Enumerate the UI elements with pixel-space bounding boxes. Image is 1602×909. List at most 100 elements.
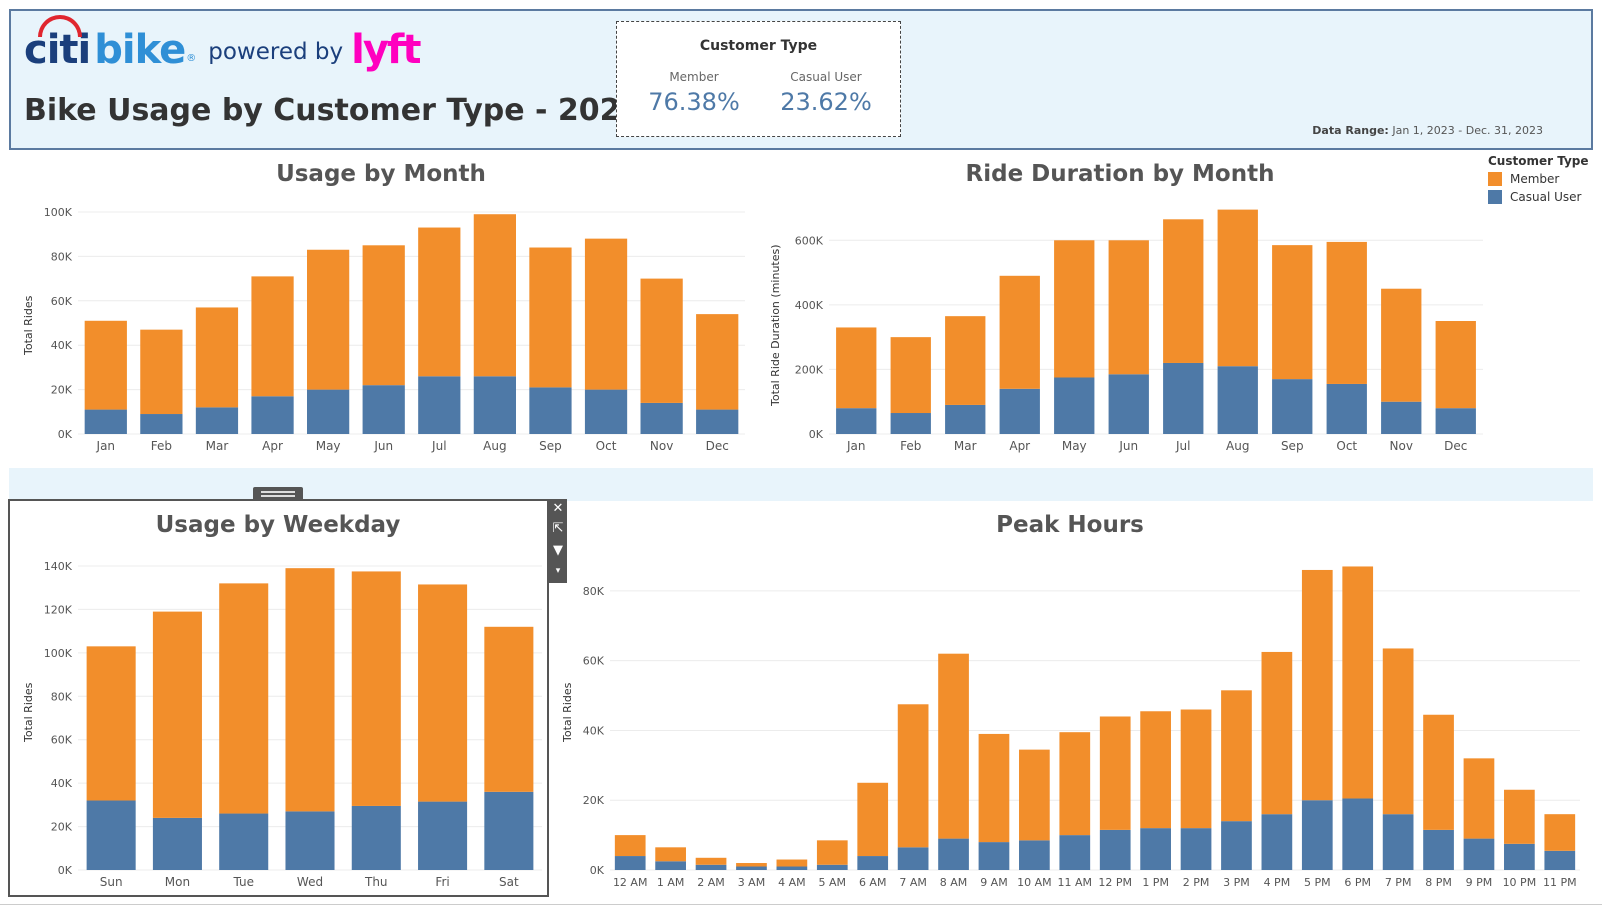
bar-casual-aug[interactable] <box>473 376 516 434</box>
bar-casual-may[interactable] <box>1054 377 1095 435</box>
bar-casual-2-am[interactable] <box>695 864 727 870</box>
bar-member-mar[interactable] <box>195 307 239 408</box>
bar-casual-mar[interactable] <box>195 407 239 434</box>
bar-member-5-pm[interactable] <box>1301 569 1333 801</box>
bar-casual-8-pm[interactable] <box>1423 829 1454 870</box>
bar-casual-aug[interactable] <box>1217 366 1258 434</box>
bar-member-9-pm[interactable] <box>1463 758 1495 839</box>
bar-member-12-pm[interactable] <box>1099 716 1131 830</box>
bar-member-sun[interactable] <box>86 646 136 801</box>
bar-casual-fri[interactable] <box>418 801 468 870</box>
bar-casual-jun[interactable] <box>362 385 405 434</box>
bar-member-6-pm[interactable] <box>1342 566 1374 799</box>
bar-member-2-am[interactable] <box>695 857 727 865</box>
bar-member-aug[interactable] <box>1217 209 1258 367</box>
bar-casual-sep[interactable] <box>529 387 572 434</box>
bar-member-7-pm[interactable] <box>1382 648 1414 815</box>
bar-casual-nov[interactable] <box>640 402 683 434</box>
bar-member-feb[interactable] <box>140 329 183 415</box>
bar-casual-feb[interactable] <box>140 414 183 434</box>
bar-casual-jun[interactable] <box>1108 374 1149 434</box>
bar-member-12-am[interactable] <box>614 835 646 857</box>
bar-member-mon[interactable] <box>152 611 202 818</box>
bar-casual-12-am[interactable] <box>614 856 646 870</box>
bar-casual-3-am[interactable] <box>736 866 767 870</box>
bar-casual-sat[interactable] <box>484 791 534 870</box>
bar-member-oct[interactable] <box>1326 241 1367 384</box>
bar-casual-6-am[interactable] <box>857 856 889 870</box>
bar-casual-jul[interactable] <box>1163 362 1204 434</box>
bar-casual-thu[interactable] <box>351 805 401 870</box>
bar-casual-may[interactable] <box>307 389 350 434</box>
bar-casual-3-pm[interactable] <box>1221 821 1252 870</box>
bar-casual-oct[interactable] <box>1326 383 1367 434</box>
bar-member-sep[interactable] <box>1272 245 1313 380</box>
bar-casual-4-am[interactable] <box>776 866 808 870</box>
bar-casual-7-am[interactable] <box>897 847 929 870</box>
bar-member-5-am[interactable] <box>816 840 848 865</box>
bar-member-1-am[interactable] <box>655 847 686 862</box>
bar-member-apr[interactable] <box>999 275 1040 389</box>
bar-casual-5-am[interactable] <box>816 864 848 870</box>
weekday-selection-frame[interactable] <box>8 499 549 897</box>
bar-casual-nov[interactable] <box>1381 401 1422 434</box>
bar-member-2-pm[interactable] <box>1180 709 1212 829</box>
bar-member-oct[interactable] <box>584 238 628 390</box>
bar-casual-wed[interactable] <box>285 811 335 870</box>
bar-member-6-am[interactable] <box>857 782 889 857</box>
legend-item-member[interactable]: Member <box>1488 172 1589 186</box>
drag-handle[interactable] <box>253 487 303 501</box>
bar-member-9-am[interactable] <box>978 733 1010 843</box>
bar-casual-oct[interactable] <box>584 389 628 434</box>
bar-casual-7-pm[interactable] <box>1382 814 1414 870</box>
bar-member-3-am[interactable] <box>736 863 767 867</box>
bar-casual-1-pm[interactable] <box>1140 828 1171 870</box>
bar-casual-dec[interactable] <box>1435 408 1476 434</box>
bar-casual-apr[interactable] <box>251 396 294 434</box>
filter-icon[interactable]: ▼ <box>553 543 563 558</box>
bar-casual-9-pm[interactable] <box>1463 838 1495 870</box>
bar-casual-mar[interactable] <box>945 404 986 434</box>
bar-member-tue[interactable] <box>219 583 269 814</box>
bar-casual-apr[interactable] <box>999 388 1040 434</box>
bar-casual-jan[interactable] <box>836 408 877 434</box>
bar-member-aug[interactable] <box>473 214 516 377</box>
bar-member-may[interactable] <box>307 249 350 390</box>
bar-member-7-am[interactable] <box>897 704 929 848</box>
bar-member-thu[interactable] <box>351 571 401 806</box>
bar-casual-10-pm[interactable] <box>1504 843 1535 870</box>
bar-member-10-pm[interactable] <box>1504 789 1535 844</box>
bar-member-nov[interactable] <box>1381 288 1422 402</box>
bar-member-4-pm[interactable] <box>1261 651 1293 815</box>
bar-member-1-pm[interactable] <box>1140 711 1171 829</box>
bar-casual-jul[interactable] <box>418 376 461 434</box>
bar-casual-9-am[interactable] <box>978 842 1010 870</box>
customer-type-card[interactable]: Customer Type Member 76.38% Casual User … <box>616 21 901 137</box>
bar-member-10-am[interactable] <box>1019 749 1050 841</box>
bar-member-sat[interactable] <box>484 626 534 792</box>
bar-casual-8-am[interactable] <box>938 838 969 870</box>
bar-member-sep[interactable] <box>529 247 572 388</box>
bar-member-8-am[interactable] <box>938 653 969 839</box>
bar-casual-1-am[interactable] <box>655 861 686 870</box>
bar-casual-sun[interactable] <box>86 800 136 870</box>
bar-member-11-pm[interactable] <box>1544 814 1576 851</box>
bar-casual-2-pm[interactable] <box>1180 828 1212 870</box>
bar-casual-4-pm[interactable] <box>1261 814 1293 870</box>
bar-member-4-am[interactable] <box>776 859 808 867</box>
chevron-down-icon[interactable]: ▾ <box>555 566 561 576</box>
bar-member-feb[interactable] <box>890 337 931 414</box>
bar-member-apr[interactable] <box>251 276 294 397</box>
bar-casual-jan[interactable] <box>84 409 127 434</box>
bar-member-may[interactable] <box>1054 240 1095 378</box>
bar-casual-sep[interactable] <box>1272 379 1313 434</box>
bar-member-jun[interactable] <box>1108 240 1149 375</box>
bar-member-jun[interactable] <box>362 245 405 386</box>
bar-member-dec[interactable] <box>1435 321 1476 409</box>
bar-member-nov[interactable] <box>640 278 683 403</box>
bar-member-11-am[interactable] <box>1059 732 1091 836</box>
legend-item-casual[interactable]: Casual User <box>1488 190 1589 204</box>
bar-casual-5-pm[interactable] <box>1301 800 1333 870</box>
popout-icon[interactable]: ⇱ <box>552 521 564 536</box>
bar-member-jul[interactable] <box>1163 219 1204 363</box>
